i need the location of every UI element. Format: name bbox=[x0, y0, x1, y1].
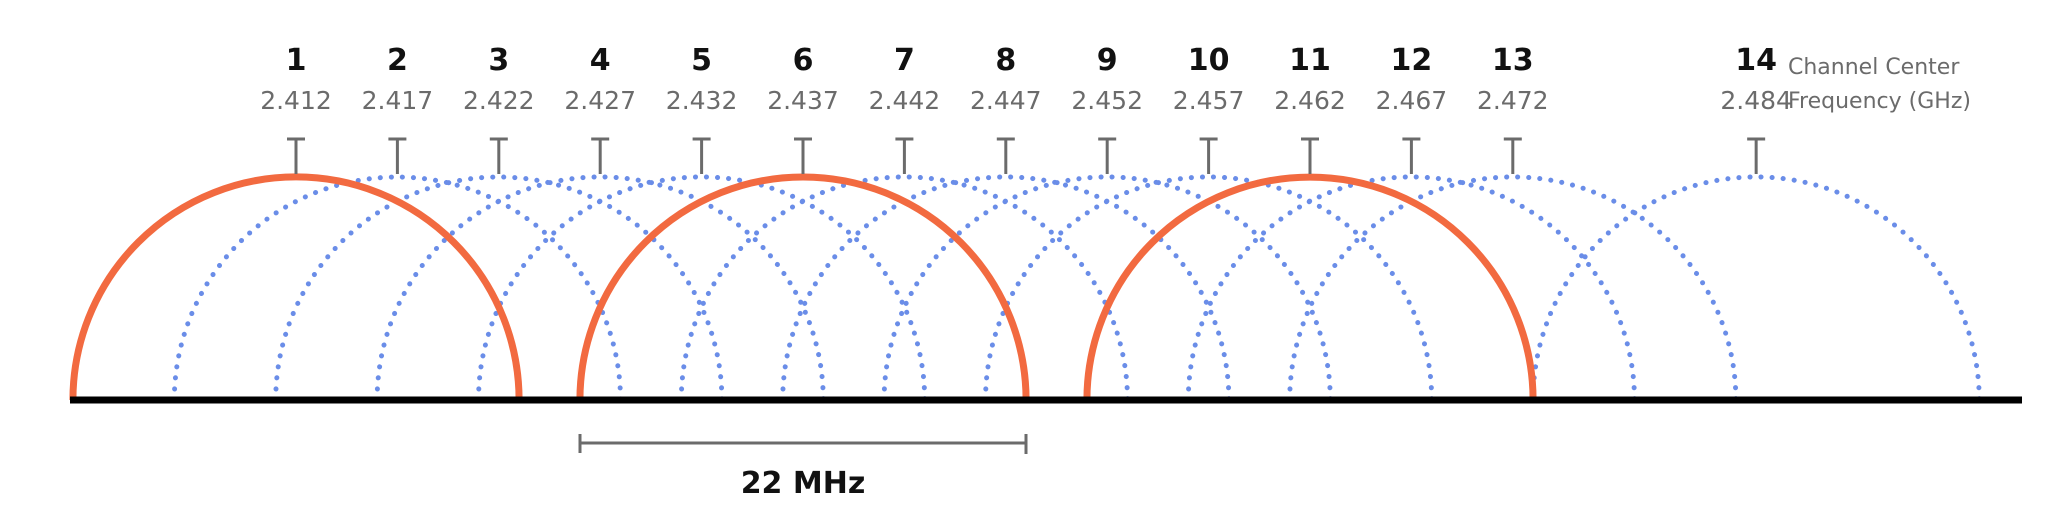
channel-frequency: 2.484 bbox=[1720, 86, 1792, 115]
caption-line-2: Frequency (GHz) bbox=[1788, 89, 1971, 114]
channel-6: 6 2.437 bbox=[767, 43, 839, 174]
caption-line-1: Channel Center bbox=[1788, 55, 1960, 80]
channel-number: 7 bbox=[894, 43, 915, 78]
channel-arc-2 bbox=[171, 174, 623, 403]
channel-12: 12 2.467 bbox=[1376, 43, 1448, 174]
channel-frequency: 2.457 bbox=[1173, 86, 1245, 115]
channel-arc-6 bbox=[576, 173, 1030, 401]
channel-arc-1 bbox=[69, 173, 523, 401]
channel-number: 4 bbox=[590, 43, 611, 78]
bandwidth-bracket bbox=[578, 434, 1028, 454]
channel-arc-7 bbox=[678, 174, 1130, 403]
channel-13: 13 2.472 bbox=[1477, 43, 1549, 174]
bandwidth-label: 22 MHz bbox=[741, 466, 866, 501]
channel-arc-13 bbox=[1287, 174, 1739, 403]
channel-number: 5 bbox=[691, 43, 712, 78]
channel-frequency: 2.432 bbox=[666, 86, 738, 115]
channel-frequency: 2.412 bbox=[260, 86, 332, 115]
channel-labels: 1 2.412 2 2.417 3 2.422 4 2.427 5 2.432 6 2.437 7 2.4… bbox=[260, 43, 1792, 174]
channel-14: 14 2.484 bbox=[1720, 43, 1792, 174]
channel-7: 7 2.442 bbox=[869, 43, 941, 174]
channel-arc-11 bbox=[1083, 173, 1537, 401]
channel-number: 11 bbox=[1289, 43, 1331, 78]
channel-9: 9 2.452 bbox=[1071, 43, 1143, 174]
channel-5: 5 2.432 bbox=[666, 43, 738, 174]
non-overlapping-channel-arcs bbox=[69, 173, 1537, 401]
channel-number: 12 bbox=[1391, 43, 1433, 78]
channel-arc-8 bbox=[780, 174, 1232, 403]
channel-arc-4 bbox=[374, 174, 826, 403]
channel-11: 11 2.462 bbox=[1274, 43, 1346, 174]
channel-frequency: 2.427 bbox=[564, 86, 636, 115]
channel-number: 6 bbox=[793, 43, 814, 78]
channel-frequency: 2.417 bbox=[362, 86, 434, 115]
channel-4: 4 2.427 bbox=[564, 43, 636, 174]
channel-arc-5 bbox=[476, 174, 928, 403]
channel-frequency: 2.452 bbox=[1071, 86, 1143, 115]
channel-3: 3 2.422 bbox=[463, 43, 535, 174]
channel-number: 13 bbox=[1492, 43, 1534, 78]
channel-frequency: 2.472 bbox=[1477, 86, 1549, 115]
channel-10: 10 2.457 bbox=[1173, 43, 1245, 174]
channel-frequency: 2.422 bbox=[463, 86, 535, 115]
overlapping-channel-arcs bbox=[171, 174, 1982, 403]
channel-number: 8 bbox=[995, 43, 1016, 78]
channel-arc-9 bbox=[881, 174, 1333, 403]
channel-number: 2 bbox=[387, 43, 408, 78]
channel-frequency: 2.442 bbox=[869, 86, 941, 115]
channel-number: 14 bbox=[1735, 43, 1777, 78]
channel-arc-3 bbox=[273, 174, 725, 403]
channel-1: 1 2.412 bbox=[260, 43, 332, 174]
channel-arc-14 bbox=[1530, 174, 1982, 403]
channel-arc-12 bbox=[1185, 174, 1637, 403]
channel-arc-10 bbox=[983, 174, 1435, 403]
channel-frequency: 2.437 bbox=[767, 86, 839, 115]
channel-number: 3 bbox=[488, 43, 509, 78]
channel-frequency: 2.467 bbox=[1376, 86, 1448, 115]
channel-number: 1 bbox=[286, 43, 307, 78]
channel-number: 10 bbox=[1188, 43, 1230, 78]
channel-number: 9 bbox=[1097, 43, 1118, 78]
channel-2: 2 2.417 bbox=[362, 43, 434, 174]
channel-8: 8 2.447 bbox=[970, 43, 1042, 174]
channel-frequency: 2.462 bbox=[1274, 86, 1346, 115]
channel-frequency: 2.447 bbox=[970, 86, 1042, 115]
